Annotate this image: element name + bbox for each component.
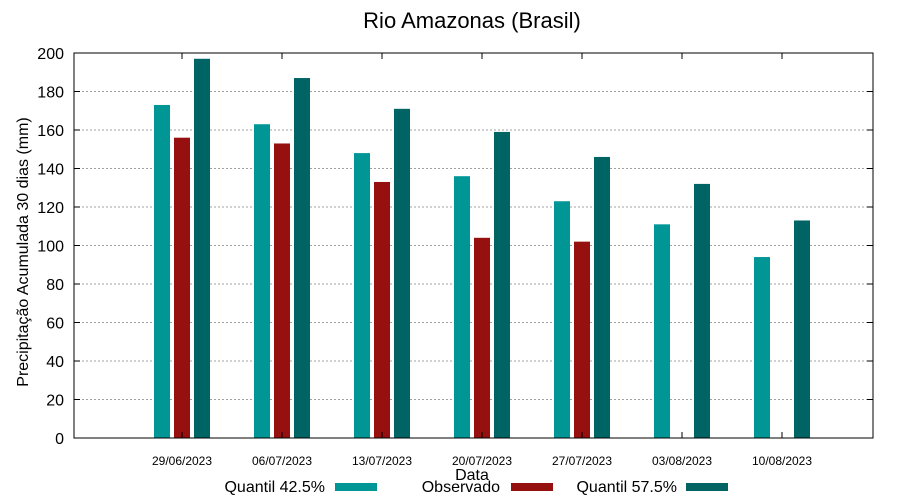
bar	[254, 124, 270, 438]
legend-label: Quantil 57.5%	[576, 479, 677, 496]
legend-label: Quantil 42.5%	[224, 479, 325, 496]
bar	[194, 58, 210, 439]
bar	[754, 257, 770, 438]
y-axis-label: Precipitação Acumulada 30 dias (mm)	[15, 117, 32, 386]
bar	[594, 156, 610, 438]
bar	[274, 143, 290, 438]
y-tick-label: 0	[55, 431, 64, 448]
x-axis-label: Data	[455, 467, 489, 484]
bar	[654, 224, 670, 438]
bar	[494, 131, 510, 439]
legend-label: Observado	[422, 479, 500, 496]
y-tick-label: 100	[37, 239, 64, 256]
legend-swatch	[335, 483, 377, 491]
y-tick-label: 200	[37, 46, 64, 63]
y-tick-label: 160	[37, 123, 64, 140]
x-axis-ticks: 29/06/2023 06/07/2023 13/07/2023 20/07/2023…	[152, 53, 812, 468]
bar	[394, 108, 410, 438]
bar	[574, 241, 590, 438]
bar	[154, 104, 170, 438]
bar	[794, 220, 810, 438]
bar	[554, 201, 570, 438]
legend-swatch	[511, 483, 553, 491]
legend: Quantil 42.5% Observado Quantil 57.5%	[224, 479, 728, 496]
bars-layer	[154, 58, 810, 439]
y-tick-label: 40	[46, 354, 64, 371]
bar	[294, 78, 310, 439]
y-tick-label: 140	[37, 162, 64, 179]
bar	[694, 183, 710, 438]
y-tick-label: 60	[46, 316, 64, 333]
bar	[174, 137, 190, 438]
bar	[354, 153, 370, 438]
plot-frame	[73, 52, 874, 439]
chart-title: Rio Amazonas (Brasil)	[363, 8, 581, 33]
x-tick-label: 29/06/2023	[152, 454, 212, 468]
bar	[374, 181, 390, 438]
x-tick-label: 06/07/2023	[252, 454, 312, 468]
y-tick-label: 80	[46, 277, 64, 294]
x-tick-label: 20/07/2023	[452, 454, 512, 468]
x-tick-label: 13/07/2023	[352, 454, 412, 468]
y-axis-ticks: 0 20 40 60 80 100 120 140 160 180 200	[37, 46, 873, 448]
legend-swatch	[686, 483, 728, 491]
y-tick-label: 180	[37, 85, 64, 102]
grid-layer	[74, 91, 873, 400]
bar	[454, 176, 470, 438]
x-tick-label: 03/08/2023	[652, 454, 712, 468]
x-tick-label: 10/08/2023	[752, 454, 812, 468]
bar	[474, 237, 490, 438]
y-tick-label: 120	[37, 200, 64, 217]
x-tick-label: 27/07/2023	[552, 454, 612, 468]
y-tick-label: 20	[46, 393, 64, 410]
